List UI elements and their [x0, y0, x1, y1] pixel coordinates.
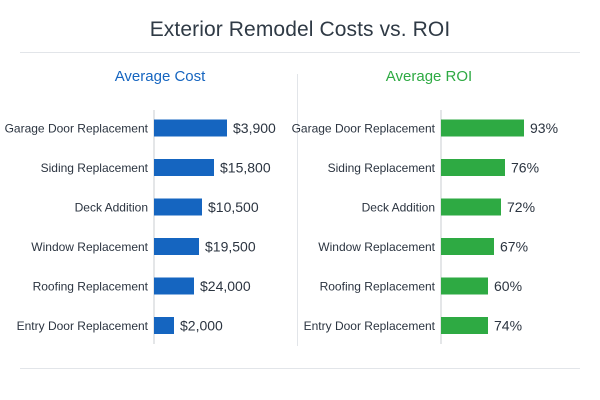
cost-bar [154, 277, 194, 295]
chart-title: Exterior Remodel Costs vs. ROI [149, 18, 451, 41]
roi-value-label: 60% [494, 278, 522, 294]
cost-bar [154, 119, 227, 137]
cost-category-label: Entry Door Replacement [17, 319, 149, 333]
panel-divider [297, 74, 298, 346]
roi-category-label: Entry Door Replacement [304, 319, 436, 333]
roi-value-label: 76% [511, 160, 539, 176]
roi-bar [441, 317, 488, 334]
roi-category-label: Deck Addition [362, 201, 435, 215]
cost-value-label: $15,800 [220, 160, 271, 176]
cost-bar [154, 198, 202, 216]
cost-panel-title: Average Cost [115, 68, 206, 85]
roi-value-label: 67% [500, 239, 528, 255]
roi-category-label: Window Replacement [318, 240, 435, 254]
roi-value-label: 93% [530, 120, 558, 136]
cost-value-label: $3,900 [233, 120, 276, 136]
footer-divider [20, 368, 580, 369]
cost-value-label: $10,500 [208, 199, 259, 215]
cost-category-label: Deck Addition [75, 201, 148, 215]
roi-bar [441, 277, 488, 295]
roi-bar [441, 159, 505, 176]
roi-category-label: Roofing Replacement [320, 280, 436, 294]
roi-category-label: Garage Door Replacement [292, 122, 436, 136]
title-divider [20, 52, 580, 53]
cost-value-label: $19,500 [205, 239, 256, 255]
roi-category-label: Siding Replacement [328, 161, 436, 175]
cost-bar [154, 238, 199, 255]
roi-panel-title: Average ROI [386, 68, 472, 85]
cost-category-label: Siding Replacement [41, 161, 149, 175]
cost-value-label: $2,000 [180, 318, 223, 334]
cost-bar [154, 159, 214, 176]
cost-category-label: Window Replacement [31, 240, 148, 254]
cost-category-label: Roofing Replacement [33, 280, 149, 294]
cost-value-label: $24,000 [200, 278, 251, 294]
roi-value-label: 74% [494, 318, 522, 334]
cost-bar [154, 317, 174, 334]
roi-bar [441, 198, 501, 216]
roi-bar [441, 238, 494, 255]
roi-bar [441, 119, 524, 137]
cost-category-label: Garage Door Replacement [5, 122, 149, 136]
roi-value-label: 72% [507, 199, 535, 215]
